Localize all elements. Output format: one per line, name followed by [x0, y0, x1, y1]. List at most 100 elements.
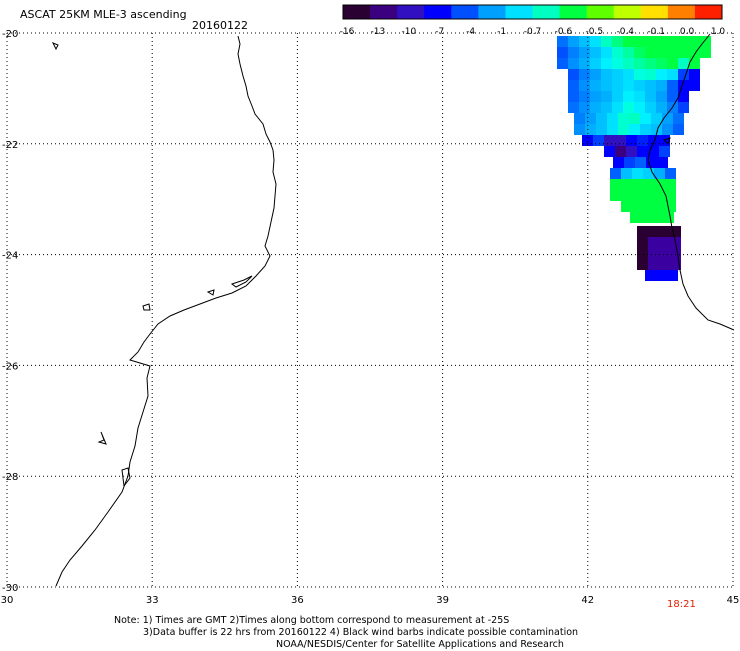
longitude-label: 39: [436, 595, 449, 606]
swath-cell: [579, 47, 590, 58]
swath-cell: [579, 36, 590, 47]
swath-cell: [648, 135, 659, 146]
swath-cell: [629, 113, 640, 124]
swath-cell: [568, 36, 579, 47]
colorbar-segment: [424, 5, 452, 19]
swath-cell: [662, 113, 673, 124]
colorbar-tick-label: -13: [371, 27, 386, 37]
swath-cell: [665, 201, 676, 212]
swath-cell: [626, 135, 637, 146]
swath-cell: [623, 36, 634, 47]
swath-cell: [643, 201, 654, 212]
swath-cell: [601, 36, 612, 47]
swath-cell: [623, 69, 634, 80]
colorbar-tick-label: -0.6: [555, 27, 573, 37]
swath-cell: [654, 201, 665, 212]
colorbar-segment: [559, 5, 588, 19]
swath-cell: [667, 36, 678, 47]
swath-cell: [634, 36, 645, 47]
colorbar-segment: [613, 5, 642, 19]
longitude-label: 30: [1, 595, 14, 606]
colorbar-segment: [505, 5, 533, 19]
swath-cell: [568, 80, 579, 91]
swath-cell: [645, 80, 656, 91]
swath-cell: [610, 179, 621, 190]
swath-cell: [596, 113, 607, 124]
swath-cell: [654, 190, 665, 201]
swath-cell: [590, 80, 601, 91]
colorbar-tick-label: -0.4: [616, 27, 634, 37]
swath-cell: [689, 47, 700, 58]
swath-cell: [557, 36, 568, 47]
swath-cell: [623, 47, 634, 58]
swath-cell: [612, 58, 623, 69]
colorbar-segment: [478, 5, 506, 19]
swath-cell: [634, 80, 645, 91]
swath-cell: [601, 80, 612, 91]
latitude-label: -26: [2, 361, 18, 372]
swath-cell: [615, 146, 626, 157]
swath-cell: [689, 58, 700, 69]
swath-cell: [579, 91, 590, 102]
graticule: [6, 32, 734, 588]
swath-cell: [568, 102, 579, 113]
axis-labels: 30 33 36 39 42 45 -20 -22 -24 -26 -28 -30: [1, 29, 740, 606]
swath-cell: [673, 113, 684, 124]
swath-cell: [612, 69, 623, 80]
swath-cell: [632, 201, 643, 212]
swath-cell: [670, 248, 681, 259]
swath-cell: [645, 69, 656, 80]
swath-cell: [689, 69, 700, 80]
swath-cell: [629, 124, 640, 135]
swath-cell: [656, 102, 667, 113]
swath-cell: [678, 47, 689, 58]
swath-cell: [665, 190, 676, 201]
overpass-time-label: 18:21: [667, 599, 696, 610]
swath-cell: [601, 91, 612, 102]
swath-cell: [579, 102, 590, 113]
swath-cell: [590, 69, 601, 80]
swath-cell: [590, 91, 601, 102]
ascat-swath-cells: [557, 36, 711, 281]
swath-cell: [663, 212, 674, 223]
colorbar: -16 -13 -10 -7 -4 -1 -0.7 -0.6 -0.5 -0.4 -0.1 0.0 1.…: [340, 4, 725, 37]
swath-cell: [678, 91, 689, 102]
swath-cell: [601, 47, 612, 58]
colorbar-segment: [343, 5, 371, 19]
longitude-label: 33: [146, 595, 159, 606]
longitude-label: 36: [291, 595, 304, 606]
product-title: ASCAT 25KM MLE-3 ascending: [20, 8, 187, 21]
swath-cell: [593, 135, 604, 146]
colorbar-segment: [397, 5, 425, 19]
swath-cell: [557, 47, 568, 58]
swath-cell: [645, 36, 656, 47]
swath-cell: [645, 58, 656, 69]
swath-cell: [585, 124, 596, 135]
swath-cell: [656, 270, 667, 281]
latitude-label: -24: [2, 251, 18, 262]
swath-cell: [648, 259, 659, 270]
swath-cell: [612, 36, 623, 47]
swath-cell: [601, 102, 612, 113]
swath-cell: [621, 190, 632, 201]
swath-cell: [648, 146, 659, 157]
swath-cell: [623, 80, 634, 91]
colorbar-tick-label: -0.5: [586, 27, 604, 37]
island-1: [51, 42, 59, 51]
latitude-label: -22: [2, 140, 18, 151]
swath-cell: [645, 102, 656, 113]
note-line-1: Note: 1) Times are GMT 2)Times along bot…: [114, 615, 510, 626]
swath-cell: [612, 102, 623, 113]
swath-cell: [643, 179, 654, 190]
swath-cell: [637, 259, 648, 270]
colorbar-tick-label: 0.0: [680, 27, 695, 37]
swath-cell: [590, 36, 601, 47]
swath-cell: [673, 124, 684, 135]
swath-cell: [656, 58, 667, 69]
swath-cell: [607, 113, 618, 124]
colorbar-segment: [667, 5, 696, 19]
colorbar-frame: [342, 4, 723, 20]
swath-cell: [612, 47, 623, 58]
swath-cell: [659, 237, 670, 248]
swath-cell: [645, 91, 656, 102]
